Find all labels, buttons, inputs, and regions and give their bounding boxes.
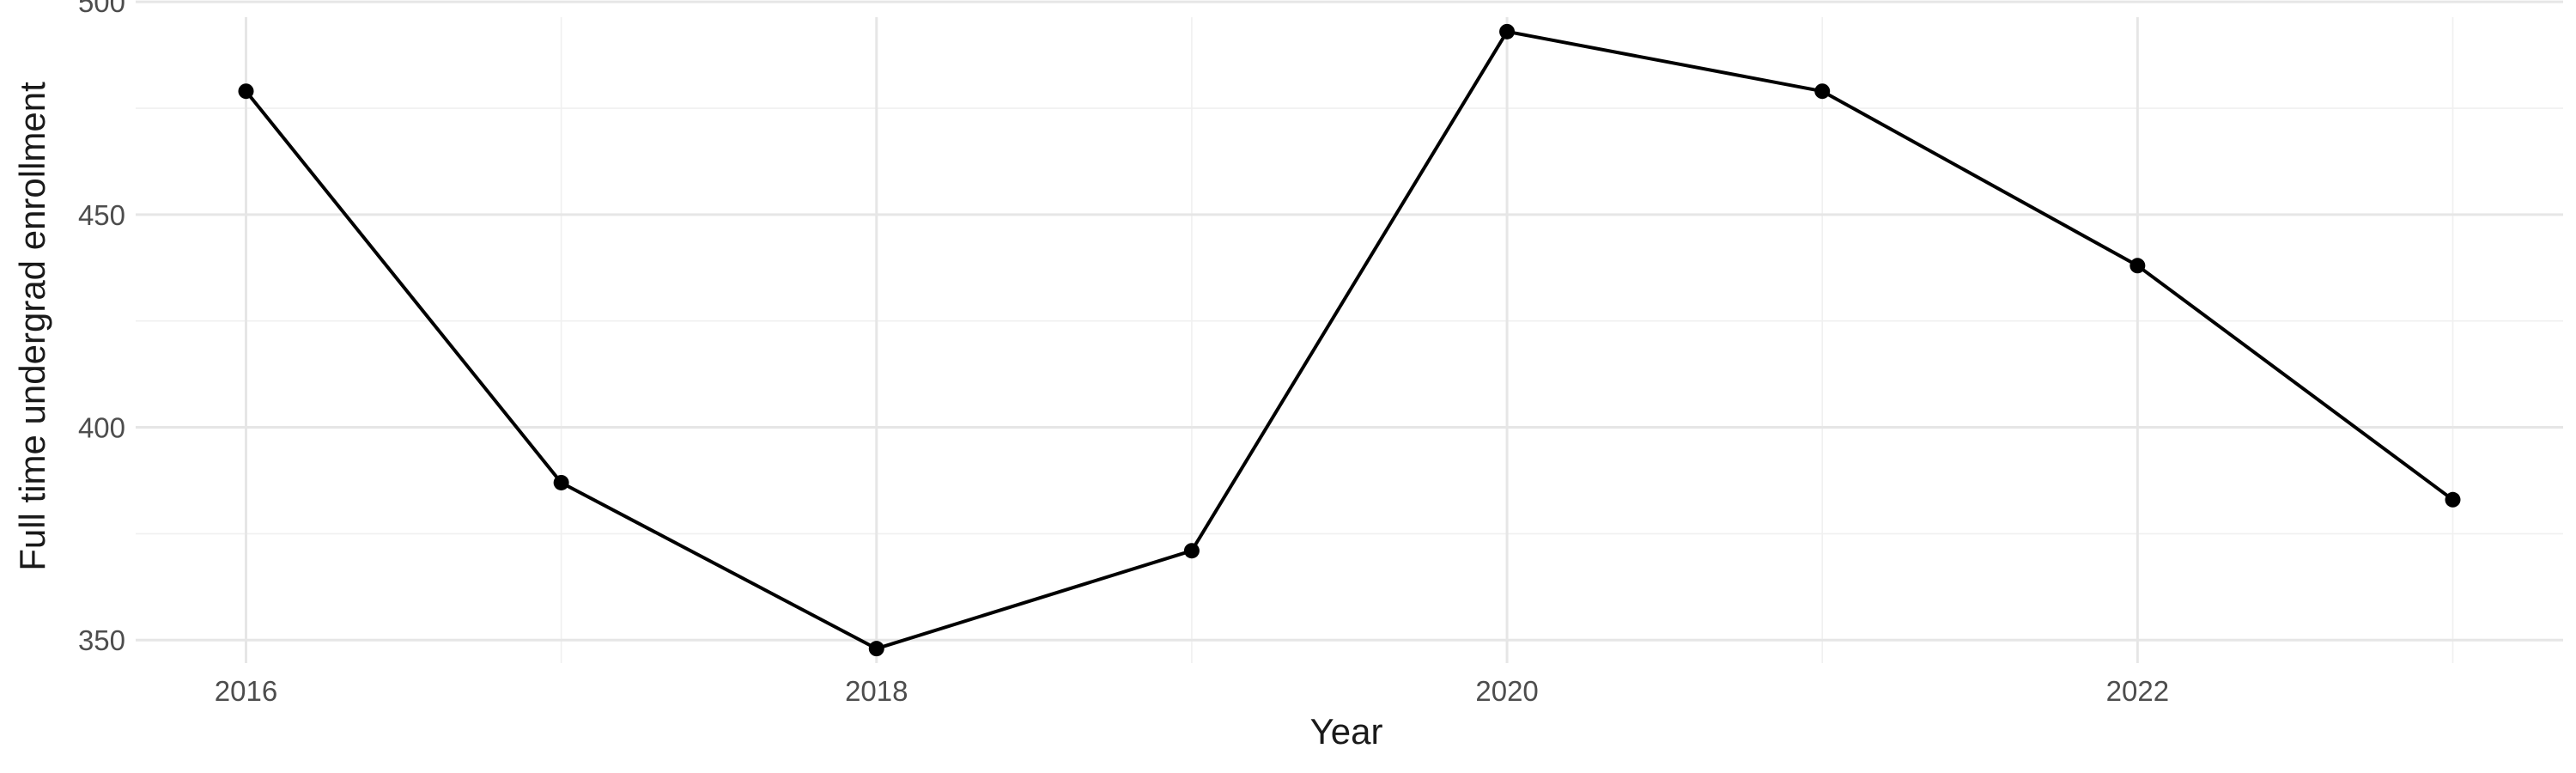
data-point	[553, 474, 569, 490]
y-axis-title: Full time undergrad enrollment	[12, 82, 52, 571]
y-tick-label: 400	[78, 412, 125, 444]
series-layer	[238, 23, 2461, 657]
tick-label-layer: 350 400 450 500 2016 2018 2020 2022	[78, 0, 2169, 707]
data-point	[1499, 23, 1516, 40]
x-tick-label: 2020	[1475, 675, 1538, 707]
y-tick-label: 350	[78, 624, 125, 656]
series-line	[244, 29, 2454, 651]
data-point	[2129, 258, 2146, 274]
x-tick-label: 2016	[215, 675, 277, 707]
data-point	[1814, 83, 1831, 100]
y-tick-label: 500	[78, 0, 125, 18]
x-axis-title: Year	[1310, 711, 1383, 752]
data-point	[868, 641, 884, 657]
data-point	[1183, 543, 1200, 559]
x-tick-label: 2022	[2106, 675, 2169, 707]
grid-layer	[136, 0, 2563, 663]
data-point	[2445, 491, 2461, 508]
y-tick-label: 450	[78, 199, 125, 231]
x-tick-label: 2018	[845, 675, 908, 707]
data-point	[238, 83, 254, 100]
